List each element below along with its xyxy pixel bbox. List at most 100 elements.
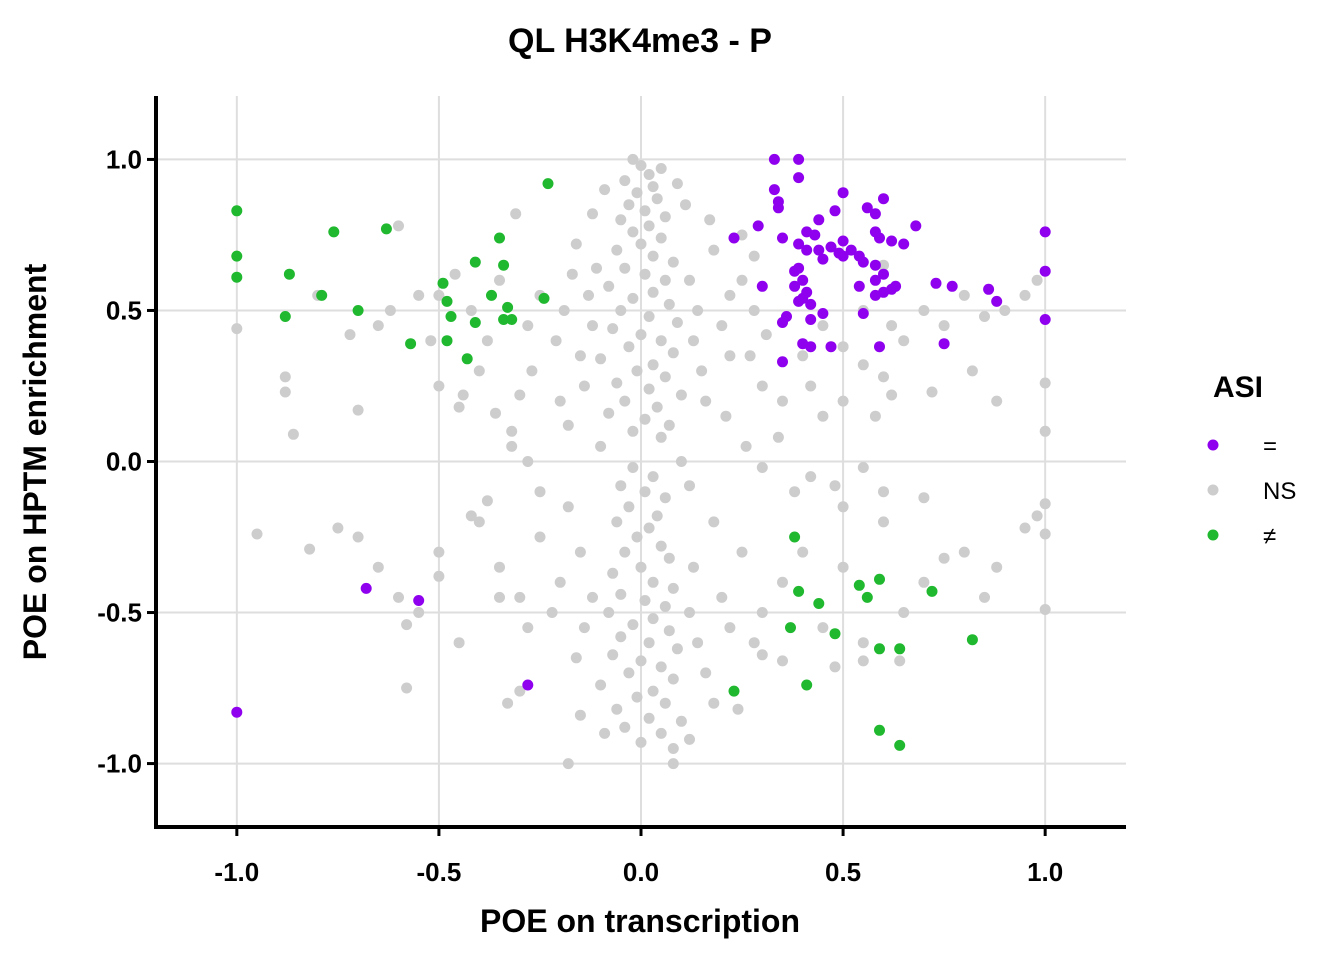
point-ns-218 [304,543,316,555]
point-eq-12 [752,220,764,232]
point-ns-94 [393,220,404,232]
point-ns-35 [647,359,659,371]
point-eq-7 [878,193,889,205]
point-neq-29 [829,628,841,640]
point-ns-151 [647,576,659,588]
point-neq-23 [538,292,550,304]
point-ns-43 [603,407,615,419]
y-axis-title: POE on HPTM enrichment [17,263,53,660]
point-ns-112 [231,323,243,335]
point-eq-50 [930,277,942,289]
point-ns-143 [611,516,623,528]
point-neq-40 [728,685,740,697]
point-eq-61 [825,341,837,353]
x-tick-label-0: -1.0 [214,857,259,887]
point-eq-63 [938,338,950,350]
point-eq-23 [825,241,837,253]
point-ns-223 [1039,498,1051,510]
point-ns-190 [554,576,566,588]
point-ns-159 [663,625,675,637]
legend: ASI = NS ≠ [1207,371,1296,550]
point-ns-191 [724,622,736,634]
point-eq-71 [231,706,243,718]
point-ns-155 [659,601,671,612]
point-neq-27 [793,585,805,597]
point-ns-21 [659,274,671,286]
point-eq-62 [874,341,885,353]
point-ns-121 [817,320,829,332]
point-ns-210 [393,591,404,603]
point-eq-25 [801,244,813,256]
point-ns-114 [1019,289,1031,301]
point-ns-233 [756,649,768,661]
point-ns-207 [857,637,869,649]
point-ns-81 [760,329,772,341]
point-ns-232 [574,709,586,721]
point-ns-178 [667,743,679,754]
point-neq-34 [874,643,885,655]
point-eq-2 [793,172,805,184]
point-ns-247 [789,486,801,498]
point-ns-165 [655,661,667,673]
point-ns-152 [667,582,679,594]
point-neq-39 [894,739,906,751]
point-ns-41 [619,395,631,407]
point-ns-100 [352,404,364,416]
point-neq-38 [874,724,885,736]
point-eq-19 [886,235,898,247]
point-ns-162 [671,643,683,655]
point-ns-133 [490,407,501,419]
point-neq-12 [445,311,457,322]
point-ns-18 [667,256,679,268]
y-tick-label-4: 1.0 [106,144,142,174]
point-ns-57 [700,395,712,407]
point-ns-205 [837,561,849,573]
point-ns-255 [522,456,534,467]
point-ns-68 [599,184,611,196]
point-ns-170 [631,691,643,703]
point-neq-10 [437,277,449,289]
point-eq-32 [857,256,869,268]
legend-key-2 [1207,529,1219,541]
point-ns-176 [655,727,667,739]
point-ns-52 [692,305,704,316]
point-ns-117 [991,395,1003,407]
point-neq-20 [502,301,514,313]
point-ns-258 [506,440,518,452]
point-eq-5 [772,202,784,214]
point-ns-228 [502,697,514,709]
point-eq-66 [1039,265,1051,277]
point-ns-102 [344,329,356,341]
point-ns-128 [481,335,493,347]
point-ns-206 [433,546,445,558]
point-ns-147 [619,546,631,558]
point-ns-141 [623,501,635,513]
point-neq-5 [316,289,328,301]
point-ns-49 [583,289,594,301]
point-ns-239 [732,703,744,715]
point-ns-149 [635,561,647,573]
point-ns-160 [615,631,627,643]
x-tick-label-3: 0.5 [825,857,861,887]
point-eq-15 [728,232,740,244]
legend-label-1: NS [1263,478,1296,505]
point-ns-42 [651,401,663,413]
point-ns-69 [671,178,683,190]
point-ns-72 [736,274,748,286]
point-neq-3 [279,311,291,322]
point-eq-38 [869,274,881,286]
point-ns-137 [647,471,659,483]
point-ns-146 [655,540,667,552]
point-ns-36 [631,365,643,377]
point-ns-253 [837,501,849,513]
data-points [231,153,1051,770]
point-ns-13 [627,226,639,238]
point-ns-48 [591,262,602,274]
point-ns-246 [465,510,477,522]
point-ns-236 [857,655,869,667]
point-ns-60 [558,305,570,316]
point-neq-21 [498,314,510,325]
chart-title: QL H3K4me3 - P [508,22,772,60]
point-eq-35 [789,265,801,277]
point-neq-36 [926,585,938,597]
